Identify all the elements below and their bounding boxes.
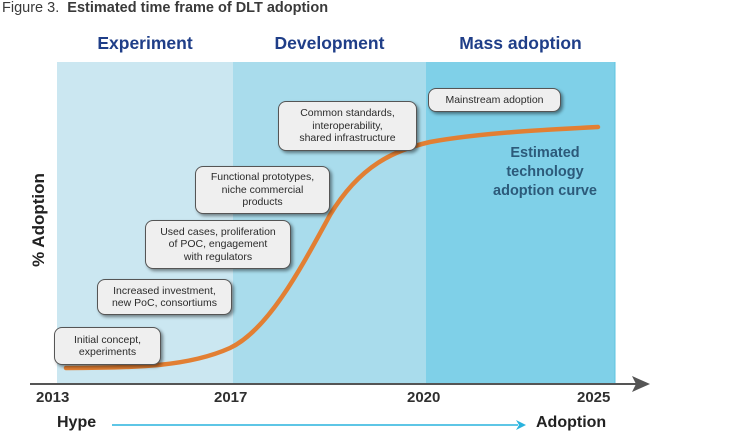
x-axis-arrowhead <box>632 376 650 392</box>
phase-band-mass-adoption <box>426 62 615 384</box>
milestone-functional-prototypes: Functional prototypes, niche commercial … <box>195 166 330 214</box>
caption-title: Estimated time frame of DLT adoption <box>67 0 329 16</box>
x-tick-2020: 2020 <box>407 389 441 406</box>
adoption-curve <box>63 124 601 371</box>
hype-adoption-arrowhead <box>516 420 526 430</box>
hype-label: Hype <box>57 414 97 431</box>
curve-label: Estimated technology adoption curve <box>493 145 597 199</box>
phase-label-development: Development <box>274 33 385 53</box>
x-tick-2013: 2013 <box>36 389 70 406</box>
adoption-label: Adoption <box>536 414 607 431</box>
phase-label-experiment: Experiment <box>97 33 193 53</box>
caption-prefix: Figure 3. <box>2 0 60 16</box>
milestone-common-standards: Common standards, interoperability, shar… <box>278 101 417 151</box>
figure-caption: Figure 3. Estimated time frame of DLT ad… <box>2 0 328 16</box>
phase-label-mass-adoption: Mass adoption <box>459 33 582 53</box>
x-tick-2017: 2017 <box>214 389 248 406</box>
milestone-mainstream-adoption: Mainstream adoption <box>428 88 561 112</box>
milestone-increased-investment: Increased investment, new PoC, consortiu… <box>97 279 232 315</box>
y-axis-label: % Adoption <box>29 173 48 267</box>
milestone-used-cases: Used cases, proliferation of POC, engage… <box>145 220 291 269</box>
milestone-initial-concept: Initial concept, experiments <box>54 327 161 365</box>
x-tick-2025: 2025 <box>577 389 611 406</box>
